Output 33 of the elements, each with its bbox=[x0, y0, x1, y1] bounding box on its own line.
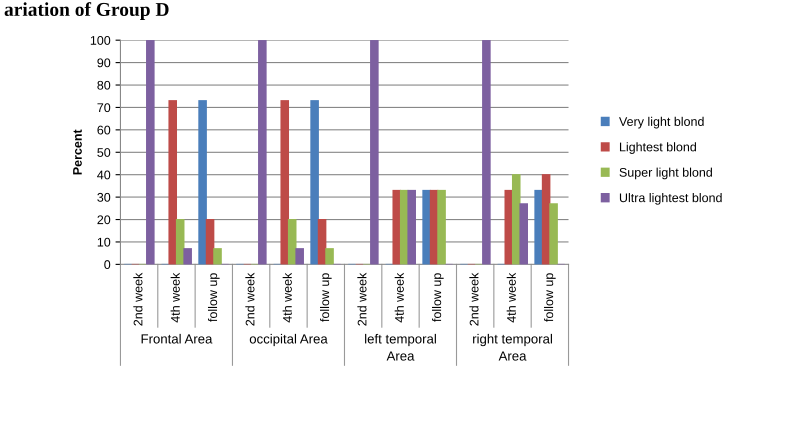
text: right temporal Area bbox=[473, 334, 552, 361]
y-tick-label: 100 bbox=[90, 36, 110, 45]
x-tick-label: 2nd week bbox=[469, 272, 479, 326]
y-tick-label: 20 bbox=[97, 215, 110, 224]
text: occipital Area bbox=[250, 334, 328, 346]
x-tick-label: follow up bbox=[432, 273, 444, 322]
legend-label: Very light blond bbox=[619, 116, 704, 128]
y-tick-label: 80 bbox=[97, 80, 110, 90]
y-tick-label: 40 bbox=[97, 170, 110, 180]
y-tick-label: 10 bbox=[98, 238, 110, 247]
x-tick-label: 4th week bbox=[282, 272, 292, 322]
y-tick-label: 70 bbox=[97, 103, 110, 112]
x-tick-label: 2nd week bbox=[357, 272, 367, 326]
y-tick-label: 60 bbox=[97, 126, 110, 135]
x-tick-label: 4th week bbox=[394, 272, 404, 322]
x-tick-label: 2nd week bbox=[133, 272, 142, 326]
x-tick-label: follow up bbox=[320, 273, 332, 322]
legend-label: Super light blond bbox=[620, 168, 712, 180]
chart-title: ariation of Group D bbox=[4, 2, 169, 20]
x-tick-label: follow up bbox=[208, 273, 220, 322]
text: left temporal Area bbox=[365, 334, 436, 361]
y-tick-label: 30 bbox=[97, 192, 110, 202]
legend-label: Lightest blond bbox=[620, 142, 696, 154]
text: Frontal Area bbox=[142, 334, 212, 344]
y-axis-title: Percent bbox=[73, 130, 82, 174]
x-tick-label: 4th week bbox=[170, 272, 180, 322]
y-tick-label: 50 bbox=[97, 148, 110, 157]
y-tick-label: 90 bbox=[97, 58, 110, 68]
legend-label: Ultra lightest blond bbox=[620, 193, 722, 205]
x-tick-label: 2nd week bbox=[245, 272, 254, 326]
x-tick-label: follow up bbox=[544, 273, 556, 322]
x-tick-label: 4th week bbox=[506, 272, 516, 322]
y-tick-label: 0 bbox=[104, 260, 110, 270]
